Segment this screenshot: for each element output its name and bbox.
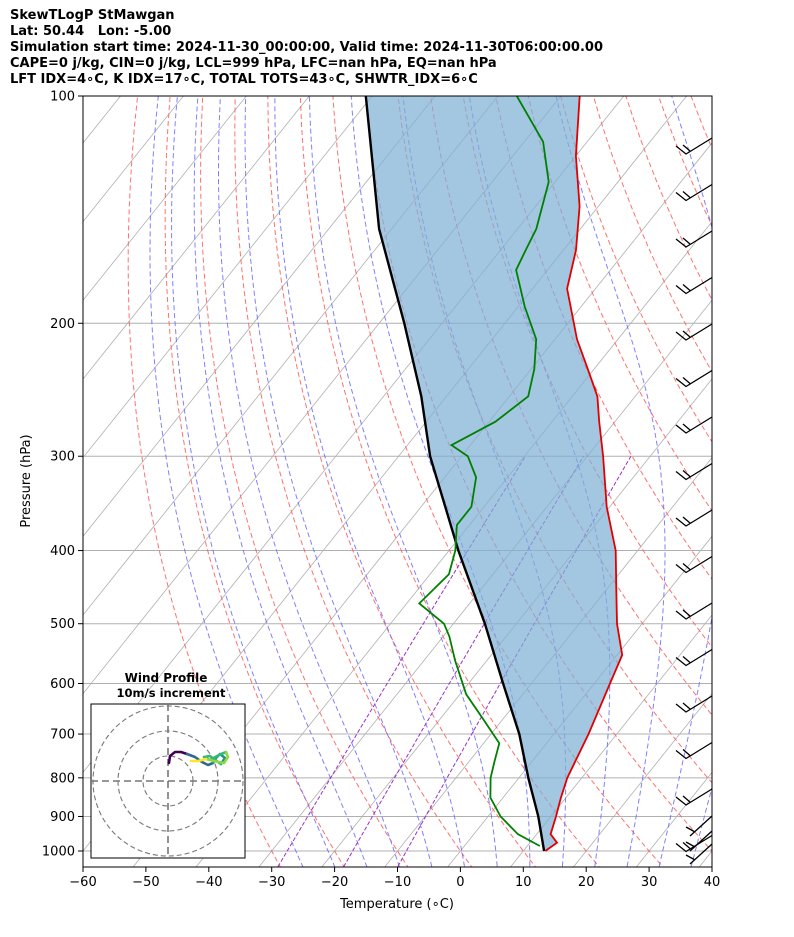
isotherm: [635, 771, 712, 867]
mixing-ratio-line: [342, 455, 584, 867]
wind-barb: [675, 323, 713, 341]
moist-adiabat: [690, 785, 712, 867]
stability-indices-line: CAPE=0 j/kg, CIN=0 j/kg, LCL=999 hPa, LF…: [10, 56, 497, 71]
wind-barbs: [675, 137, 713, 865]
y-tick-label: 500: [50, 617, 75, 632]
moist-adiabat: [244, 96, 433, 867]
chart-title: SkewTLogP StMawgan: [10, 8, 175, 23]
y-tick-label: 200: [50, 317, 75, 332]
wind-barb: [675, 788, 713, 806]
wind-barb: [675, 276, 713, 295]
dry-adiabat: [299, 96, 600, 867]
location-line: Lat: 50.44 Lon: -5.00: [10, 24, 172, 39]
wind-barb: [675, 648, 713, 667]
temperature-line: [544, 96, 624, 852]
dry-adiabat: [267, 96, 537, 867]
dry-adiabat: [495, 96, 712, 580]
y-tick-label: 300: [50, 450, 75, 465]
wind-barb: [675, 416, 713, 434]
moist-adiabat: [193, 96, 368, 867]
isotherm: [83, 96, 247, 301]
y-tick-label: 600: [50, 677, 75, 692]
x-tick-label: −60: [69, 875, 96, 890]
isotherm: [321, 378, 712, 867]
moist-adiabat: [308, 96, 498, 867]
x-tick-label: 10: [515, 875, 532, 890]
x-tick-label: 30: [641, 875, 658, 890]
y-tick-label: 900: [50, 810, 75, 825]
moist-adiabat: [274, 96, 466, 867]
y-tick-label: 1000: [42, 845, 75, 860]
hodograph-trace: [167, 750, 189, 765]
y-tick-label: 700: [50, 728, 75, 743]
dewpoint-line: [417, 96, 550, 847]
moist-adiabat: [149, 96, 304, 867]
moist-adiabat: [658, 96, 712, 867]
hodograph-subtitle: 10m/s increment: [117, 686, 226, 700]
x-axis-label: Temperature (∘C): [339, 897, 454, 912]
x-tick-label: −50: [132, 875, 159, 890]
mixing-ratio-line: [277, 455, 526, 867]
x-tick-label: −10: [384, 875, 411, 890]
wind-barb: [675, 462, 713, 481]
hodograph-trace: [189, 757, 208, 763]
x-tick-label: −30: [258, 875, 285, 890]
wind-barb: [675, 695, 713, 713]
wind-barb: [685, 830, 713, 852]
dry-adiabat: [234, 96, 473, 867]
dry-adiabat: [625, 96, 712, 301]
y-tick-label: 400: [50, 544, 75, 559]
wind-barb: [675, 741, 713, 760]
x-tick-label: 0: [456, 875, 464, 890]
moist-adiabat: [218, 96, 400, 867]
wind-barb: [675, 509, 713, 527]
wind-barb: [685, 815, 713, 837]
dry-adiabat: [724, 96, 794, 882]
parcel-area-shading: [365, 96, 623, 851]
x-tick-label: 20: [578, 875, 595, 890]
index-values-line: LFT IDX=4∘C, K IDX=17∘C, TOTAL TOTS=43∘C…: [10, 72, 478, 87]
hodograph-trace: [185, 752, 215, 767]
moist-adiabat: [171, 96, 336, 867]
y-tick-label: 800: [50, 771, 75, 786]
dry-adiabat: [200, 96, 409, 867]
y-tick-label: 100: [50, 90, 75, 105]
isotherm: [384, 456, 712, 867]
isotherm: [572, 693, 712, 867]
wind-barb: [675, 369, 713, 388]
wind-barb: [675, 602, 713, 620]
wind-barb: [675, 555, 713, 574]
x-tick-label: −20: [321, 875, 348, 890]
time-line: Simulation start time: 2024-11-30_00:00:…: [10, 40, 603, 55]
wind-barb: [685, 843, 713, 865]
hodograph-trace: [204, 750, 230, 765]
isotherm: [698, 850, 712, 867]
isotherm: [83, 96, 373, 459]
wind-barb: [675, 137, 713, 155]
axis-ticks: −60 −50 −40 −30 −20 −10 0 10 20 30 40 100 200 300 400 5…: [42, 90, 720, 891]
data-layer: [364, 96, 624, 852]
dry-adiabat: [658, 96, 712, 227]
x-tick-label: −40: [195, 875, 222, 890]
wind-barb: [675, 183, 713, 202]
isotherm: [83, 96, 184, 223]
parcel-profile-line: [364, 96, 546, 852]
wind-barb: [675, 230, 713, 248]
isotherm: [83, 96, 436, 537]
isotherm: [750, 61, 794, 882]
hodograph-title: Wind Profile: [125, 671, 208, 685]
wind-barb: [675, 834, 713, 853]
x-tick-label: 40: [704, 875, 721, 890]
isotherm: [0, 61, 85, 882]
y-axis-label: Pressure (hPa): [19, 434, 34, 527]
isotherm: [83, 96, 310, 380]
dry-adiabat: [164, 96, 345, 867]
moist-adiabat: [555, 96, 666, 867]
hodograph-inset: Wind Profile 10m/s increment: [90, 671, 246, 859]
dry-adiabat: [127, 96, 281, 867]
chart-header: SkewTLogP StMawgan Lat: 50.44 Lon: -5.00…: [10, 8, 603, 88]
